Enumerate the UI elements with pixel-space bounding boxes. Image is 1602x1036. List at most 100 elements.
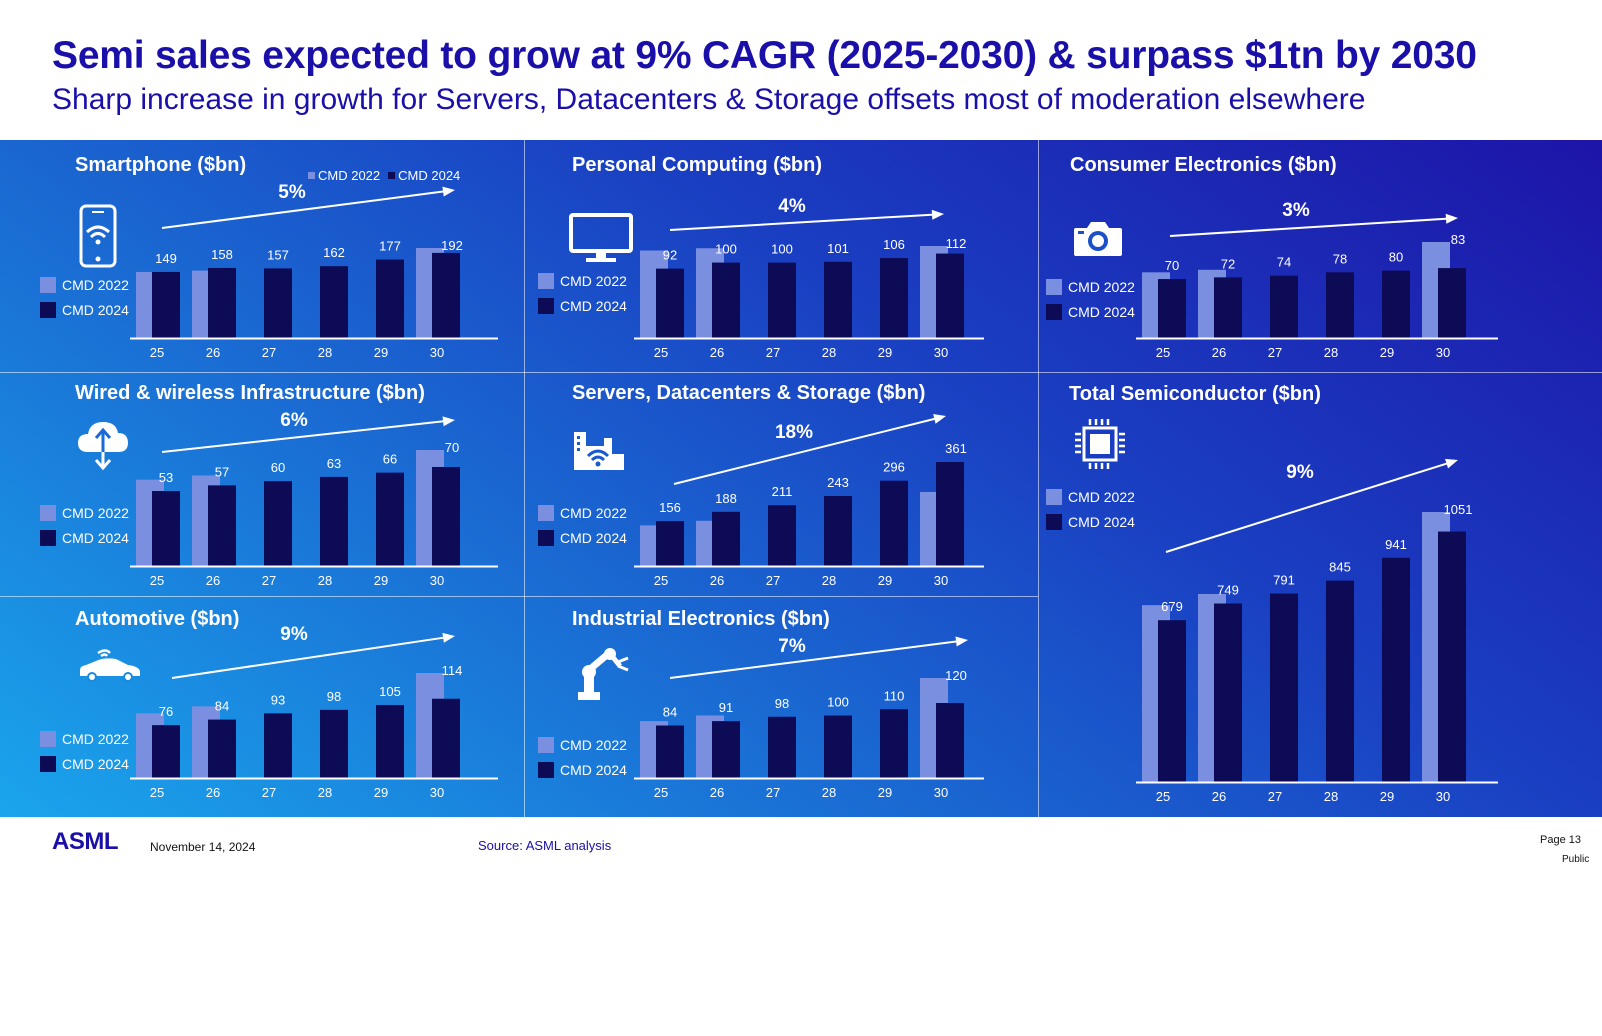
x-tick-label: 26 — [710, 345, 724, 360]
cagr-arrow-line — [171, 636, 448, 679]
data-label: 243 — [827, 475, 849, 490]
bar-chart: 4% 92 25 100 26 100 27 101 28 106 29 112 30 — [634, 196, 984, 360]
cagr-label: 7% — [778, 636, 806, 657]
x-tick-label: 28 — [318, 573, 332, 588]
bar-cmd2024 — [432, 698, 460, 778]
data-label: 70 — [1165, 258, 1179, 273]
legend-swatch — [538, 297, 554, 314]
cagr-arrow-line — [669, 213, 937, 231]
data-label: 149 — [155, 251, 177, 266]
x-tick-label: 25 — [654, 573, 668, 588]
legend-swatch — [40, 529, 56, 546]
divider — [1038, 372, 1602, 373]
x-tick-label: 25 — [150, 345, 164, 360]
bar-chart: 18% 156 25 188 26 211 27 243 28 296 29 361 30 — [634, 414, 984, 588]
bar-cmd2024 — [712, 262, 740, 338]
x-tick-label: 28 — [822, 785, 836, 800]
bar-cmd2024 — [656, 521, 684, 566]
x-tick-label: 30 — [1436, 345, 1450, 360]
bar-cmd2024 — [936, 253, 964, 338]
data-label: 188 — [715, 491, 737, 506]
bar-cmd2024 — [152, 491, 180, 566]
legend-label: CMD 2022 — [62, 276, 129, 293]
legend-label: CMD 2022 — [560, 272, 627, 289]
x-tick-label: 29 — [878, 573, 892, 588]
x-tick-label: 26 — [1212, 345, 1226, 360]
chart-panel: Smartphone ($bn) CMD 2022 CMD 2024 CMD 202… — [0, 140, 520, 580]
legend-item: CMD 2024 — [40, 751, 129, 776]
legend-swatch — [538, 529, 554, 546]
cagr-arrow-line — [1165, 461, 1451, 553]
cagr-label: 18% — [775, 422, 813, 443]
data-label: 70 — [445, 440, 459, 455]
asml-logo: ASML — [52, 828, 119, 855]
legend-item: CMD 2022 — [1046, 274, 1135, 299]
cagr-arrow-head — [955, 636, 968, 647]
data-label: 63 — [327, 456, 341, 471]
legend-swatch — [40, 276, 56, 293]
bar-cmd2024 — [880, 480, 908, 566]
chart-title: Automotive ($bn) — [75, 608, 240, 630]
divider — [0, 596, 1038, 597]
bar-cmd2024 — [1270, 275, 1298, 338]
data-label: 177 — [379, 239, 401, 254]
x-tick-label: 27 — [766, 345, 780, 360]
chart-panel: Industrial Electronics ($bn) CMD 2022 CMD… — [524, 596, 1044, 1036]
x-tick-label: 27 — [766, 785, 780, 800]
bar-cmd2024 — [880, 258, 908, 338]
bar-cmd2024 — [208, 267, 236, 338]
legend-item: CMD 2024 — [538, 525, 627, 550]
bar-cmd2024 — [824, 495, 852, 566]
data-label: 57 — [215, 464, 229, 479]
bar-cmd2024 — [656, 725, 684, 778]
x-tick-label: 30 — [934, 785, 948, 800]
legend-swatch — [40, 504, 56, 521]
x-tick-label: 29 — [878, 345, 892, 360]
chart-panel: Total Semiconductor ($bn) CMD 2022 CMD 20… — [1038, 372, 1558, 812]
bar-cmd2024 — [1382, 270, 1410, 338]
x-tick-label: 28 — [1324, 789, 1338, 804]
cagr-arrow-head — [442, 186, 455, 197]
data-label: 211 — [772, 484, 793, 499]
divider — [524, 140, 525, 817]
data-label: 74 — [1277, 255, 1291, 270]
data-label: 106 — [883, 237, 905, 252]
legend-item: CMD 2024 — [538, 757, 627, 782]
cagr-arrow-line — [669, 640, 961, 679]
cagr-arrow-line — [161, 190, 448, 229]
bar-chart: 7% 84 25 91 26 98 27 100 28 110 29 120 30 — [634, 636, 984, 800]
data-label: 114 — [442, 663, 463, 678]
data-label: 845 — [1329, 560, 1351, 575]
x-tick-label: 27 — [766, 573, 780, 588]
legend-label: CMD 2022 — [560, 504, 627, 521]
chart-title: Servers, Datacenters & Storage ($bn) — [572, 382, 926, 404]
legend-label: CMD 2022 — [318, 168, 381, 183]
bar-cmd2024 — [824, 715, 852, 778]
data-label: 162 — [323, 245, 345, 260]
legend-swatch — [1046, 278, 1062, 295]
legend-item: CMD 2022 — [1046, 484, 1135, 509]
cagr-arrow-head — [442, 416, 455, 427]
chart-panel: Wired & wireless Infrastructure ($bn) CM… — [0, 372, 520, 812]
legend-item: CMD 2024 — [1046, 509, 1135, 534]
data-label: 158 — [211, 247, 233, 262]
chart-title: Smartphone ($bn) — [75, 154, 247, 176]
chart-legend: CMD 2022 CMD 2024 — [40, 272, 129, 322]
bar-cmd2024 — [1158, 279, 1186, 338]
bar-cmd2024 — [936, 462, 964, 566]
x-tick-label: 30 — [934, 573, 948, 588]
bar-cmd2024 — [432, 252, 460, 338]
x-tick-label: 26 — [710, 573, 724, 588]
x-tick-label: 29 — [1380, 789, 1394, 804]
x-tick-label: 27 — [262, 345, 276, 360]
legend-item: CMD 2022 — [538, 732, 627, 757]
legend-label: CMD 2024 — [62, 529, 129, 546]
legend-label: CMD 2024 — [560, 297, 627, 314]
data-label: 93 — [271, 692, 285, 707]
data-label: 120 — [945, 668, 967, 683]
bar-chart: 5% 149 25 158 26 157 27 162 28 177 29 192 30 — [130, 182, 498, 360]
bar-cmd2024 — [1214, 603, 1242, 782]
x-tick-label: 29 — [374, 573, 388, 588]
x-tick-label: 28 — [822, 345, 836, 360]
x-tick-label: 26 — [206, 785, 220, 800]
